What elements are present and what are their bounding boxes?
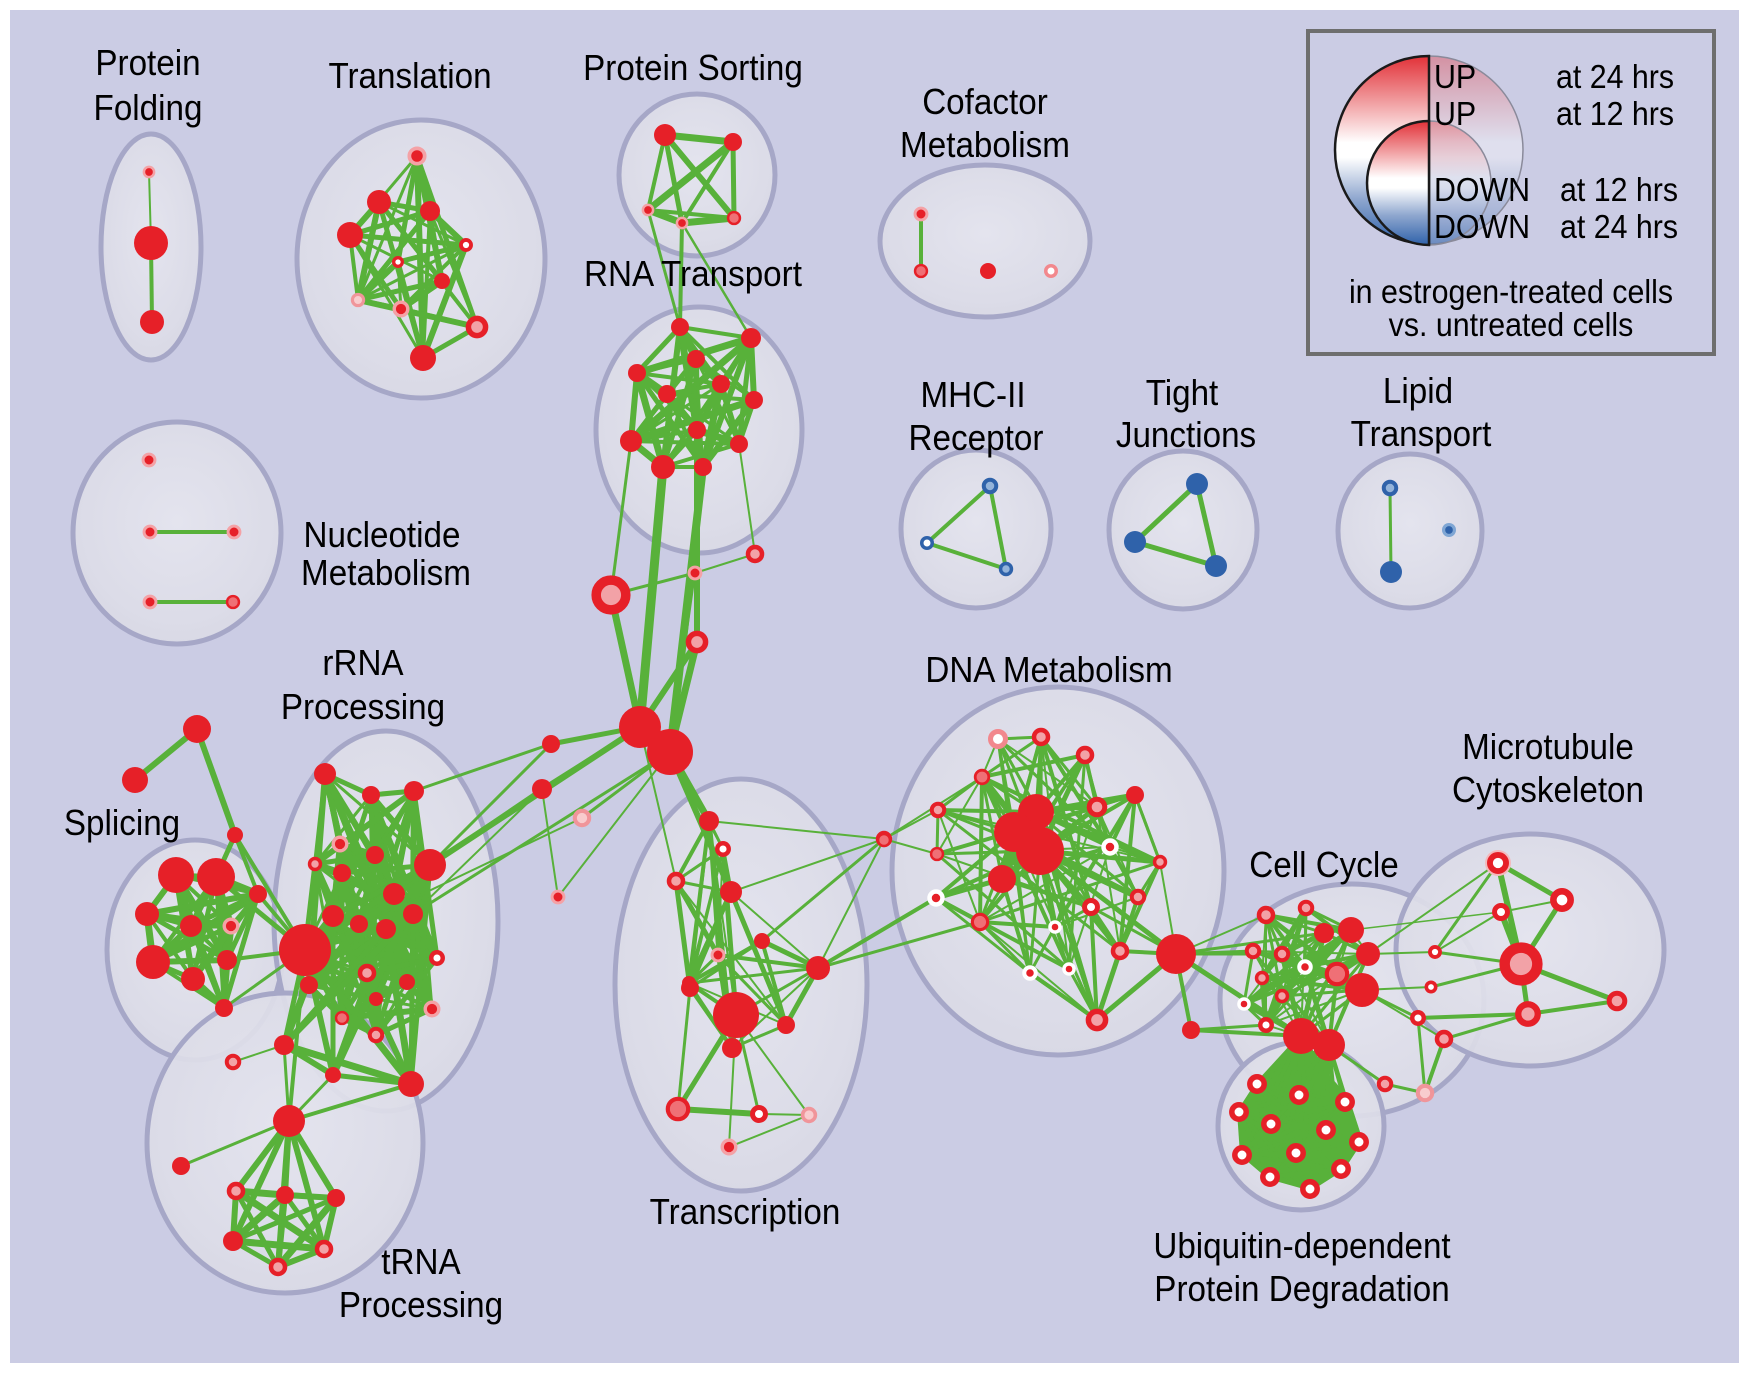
svg-text:Protein Degradation: Protein Degradation: [1154, 1268, 1449, 1309]
svg-text:in estrogen-treated cells: in estrogen-treated cells: [1349, 273, 1673, 310]
svg-text:Microtubule: Microtubule: [1462, 726, 1634, 767]
svg-text:MHC-II: MHC-II: [920, 374, 1025, 415]
svg-text:DNA Metabolism: DNA Metabolism: [925, 649, 1172, 690]
svg-text:Processing: Processing: [281, 686, 445, 727]
svg-text:Receptor: Receptor: [909, 417, 1044, 458]
svg-text:DOWN: DOWN: [1434, 208, 1530, 245]
svg-text:Metabolism: Metabolism: [301, 552, 471, 593]
svg-text:RNA Transport: RNA Transport: [584, 253, 802, 294]
svg-text:Splicing: Splicing: [64, 802, 180, 843]
svg-text:Metabolism: Metabolism: [900, 124, 1070, 165]
svg-text:Tight: Tight: [1146, 372, 1219, 413]
svg-text:DOWN: DOWN: [1434, 171, 1530, 208]
svg-text:UP: UP: [1434, 58, 1476, 95]
svg-text:at 12 hrs: at 12 hrs: [1560, 171, 1678, 208]
svg-text:UP: UP: [1434, 95, 1476, 132]
svg-text:Transcription: Transcription: [650, 1191, 841, 1232]
svg-text:Transport: Transport: [1351, 413, 1492, 454]
svg-text:Processing: Processing: [339, 1284, 503, 1325]
svg-text:Ubiquitin-dependent: Ubiquitin-dependent: [1153, 1225, 1450, 1266]
svg-text:rRNA: rRNA: [322, 642, 404, 683]
svg-text:Lipid: Lipid: [1383, 370, 1453, 411]
svg-text:Protein: Protein: [95, 42, 200, 83]
svg-text:Cofactor: Cofactor: [922, 81, 1048, 122]
svg-text:Folding: Folding: [94, 87, 203, 128]
svg-text:Translation: Translation: [328, 55, 491, 96]
svg-text:Junctions: Junctions: [1116, 414, 1256, 455]
svg-text:Protein Sorting: Protein Sorting: [583, 47, 803, 88]
svg-text:tRNA: tRNA: [381, 1241, 461, 1282]
svg-text:vs. untreated cells: vs. untreated cells: [1389, 306, 1634, 343]
svg-text:Nucleotide: Nucleotide: [304, 514, 461, 555]
svg-text:Cytoskeleton: Cytoskeleton: [1452, 769, 1644, 810]
svg-text:at 24 hrs: at 24 hrs: [1556, 58, 1674, 95]
svg-text:Cell Cycle: Cell Cycle: [1249, 844, 1399, 885]
svg-text:at 24 hrs: at 24 hrs: [1560, 208, 1678, 245]
svg-text:at 12 hrs: at 12 hrs: [1556, 95, 1674, 132]
